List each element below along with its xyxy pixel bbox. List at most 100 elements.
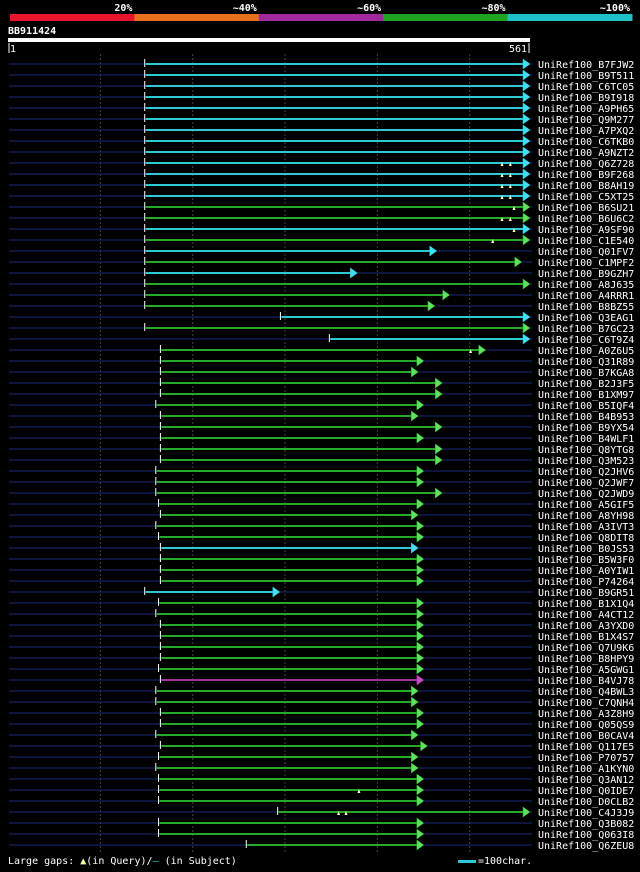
hit-row[interactable]: UniRef100_A3YXD0 [9, 619, 634, 632]
hit-label[interactable]: UniRef100_P70757 [538, 753, 634, 764]
hit-label[interactable]: UniRef100_C5XT25 [538, 192, 634, 203]
hit-row[interactable]: UniRef100_A4RRR1 [9, 289, 634, 302]
hit-row[interactable]: UniRef100_A5GIF5 [9, 498, 634, 511]
hit-row[interactable]: UniRef100_B7GC23 [9, 322, 634, 335]
hit-label[interactable]: UniRef100_A4CT12 [538, 610, 634, 621]
hit-label[interactable]: UniRef100_B9YX54 [538, 423, 634, 434]
hit-label[interactable]: UniRef100_B1XM97 [538, 390, 634, 401]
hit-row[interactable]: UniRef100_B0CAV4 [9, 729, 634, 742]
hit-label[interactable]: UniRef100_Q2JHV6 [538, 467, 634, 478]
hit-row[interactable]: UniRef100_A4CT12 [9, 608, 634, 621]
hit-label[interactable]: UniRef100_Q3AN12 [538, 775, 634, 786]
hit-label[interactable]: UniRef100_B9GR51 [538, 588, 634, 599]
hit-label[interactable]: UniRef100_Q4BWL3 [538, 687, 634, 698]
hit-row[interactable]: UniRef100_B5W3F0 [9, 553, 634, 566]
hit-label[interactable]: UniRef100_Q3M523 [538, 456, 634, 467]
hit-row[interactable]: UniRef100_B1X1Q4 [9, 597, 634, 610]
hit-label[interactable]: UniRef100_A5GWG1 [538, 665, 634, 676]
hit-label[interactable]: UniRef100_Q2JWF7 [538, 478, 634, 489]
hit-label[interactable]: UniRef100_B4B953 [538, 412, 634, 423]
hit-label[interactable]: UniRef100_D0CLB2 [538, 797, 634, 808]
hit-row[interactable]: UniRef100_B1XM97 [9, 388, 634, 401]
hit-label[interactable]: UniRef100_Q01FV7 [538, 247, 634, 258]
hit-row[interactable]: UniRef100_B9GZH7 [9, 267, 634, 280]
hit-row[interactable]: UniRef100_B9GR51 [9, 586, 634, 599]
hit-row[interactable]: UniRef100_A8YH98 [9, 509, 634, 522]
hit-label[interactable]: UniRef100_B7FJW2 [538, 60, 634, 71]
hit-label[interactable]: UniRef100_C6T9Z4 [538, 335, 634, 346]
hit-label[interactable]: UniRef100_A9PH65 [538, 104, 634, 115]
hit-row[interactable]: UniRef100_C6TKB0 [9, 135, 634, 148]
hit-label[interactable]: UniRef100_B1X1Q4 [538, 599, 634, 610]
hit-label[interactable]: UniRef100_P74264 [538, 577, 634, 588]
hit-row[interactable]: UniRef100_Q01FV7 [9, 245, 634, 258]
hit-label[interactable]: UniRef100_Q9M277 [538, 115, 634, 126]
hit-label[interactable]: UniRef100_A3YXD0 [538, 621, 634, 632]
hit-row[interactable]: UniRef100_B8AH19 [9, 179, 634, 192]
hit-label[interactable]: UniRef100_Q05QS9 [538, 720, 634, 731]
hit-row[interactable]: UniRef100_C7QNH4 [9, 696, 634, 709]
hit-row[interactable]: UniRef100_Q2JWF7 [9, 476, 634, 489]
hit-row[interactable]: UniRef100_B5IQF4 [9, 399, 634, 412]
hit-row[interactable]: UniRef100_Q6Z728 [9, 157, 634, 170]
hit-row[interactable]: UniRef100_A9NZT2 [9, 146, 634, 159]
hit-label[interactable]: UniRef100_A8J635 [538, 280, 634, 291]
hit-row[interactable]: UniRef100_C4J3J9 [9, 806, 634, 819]
hit-label[interactable]: UniRef100_B5W3F0 [538, 555, 634, 566]
hit-row[interactable]: UniRef100_C5XT25 [9, 190, 634, 203]
hit-label[interactable]: UniRef100_Q117E5 [538, 742, 634, 753]
hit-label[interactable]: UniRef100_C7QNH4 [538, 698, 634, 709]
hit-label[interactable]: UniRef100_B8AH19 [538, 181, 634, 192]
hit-row[interactable]: UniRef100_B9F268 [9, 168, 634, 181]
hit-label[interactable]: UniRef100_B8HPY9 [538, 654, 634, 665]
hit-row[interactable]: UniRef100_C6T9Z4 [9, 333, 634, 346]
hit-label[interactable]: UniRef100_Q8DIT8 [538, 533, 634, 544]
hit-row[interactable]: UniRef100_A1KYN0 [9, 762, 634, 775]
hit-label[interactable]: UniRef100_B8BZ55 [538, 302, 634, 313]
hit-label[interactable]: UniRef100_B2J3F5 [538, 379, 634, 390]
hit-row[interactable]: UniRef100_Q8YTG8 [9, 443, 634, 456]
hit-label[interactable]: UniRef100_Q0IDE7 [538, 786, 634, 797]
hit-label[interactable]: UniRef100_Q063I8 [538, 830, 634, 841]
hit-label[interactable]: UniRef100_B9F268 [538, 170, 634, 181]
hit-row[interactable]: UniRef100_Q3EAG1 [9, 311, 634, 324]
hit-row[interactable]: UniRef100_Q3AN12 [9, 773, 634, 786]
hit-row[interactable]: UniRef100_A9PH65 [9, 102, 634, 115]
hit-row[interactable]: UniRef100_B7KGA8 [9, 366, 634, 379]
hit-row[interactable]: UniRef100_Q8DIT8 [9, 531, 634, 544]
hit-row[interactable]: UniRef100_Q117E5 [9, 740, 634, 753]
hit-label[interactable]: UniRef100_B6U6C2 [538, 214, 634, 225]
hit-label[interactable]: UniRef100_Q6Z728 [538, 159, 634, 170]
hit-label[interactable]: UniRef100_B7KGA8 [538, 368, 634, 379]
hit-row[interactable]: UniRef100_B2J3F5 [9, 377, 634, 390]
hit-row[interactable]: UniRef100_C1MPF2 [9, 256, 634, 269]
hit-row[interactable]: UniRef100_Q2JHV6 [9, 465, 634, 478]
hit-label[interactable]: UniRef100_C1MPF2 [538, 258, 634, 269]
hit-row[interactable]: UniRef100_Q05QS9 [9, 718, 634, 731]
hit-label[interactable]: UniRef100_C6TC05 [538, 82, 634, 93]
hit-row[interactable]: UniRef100_B4WLF1 [9, 432, 634, 445]
hit-row[interactable]: UniRef100_A9SF90 [9, 223, 634, 236]
hit-row[interactable]: UniRef100_Q2JWD9 [9, 487, 634, 500]
hit-row[interactable]: UniRef100_B0JS53 [9, 542, 634, 555]
hit-label[interactable]: UniRef100_C4J3J9 [538, 808, 634, 819]
hit-label[interactable]: UniRef100_A7PXQ2 [538, 126, 634, 137]
hit-label[interactable]: UniRef100_B5IQF4 [538, 401, 634, 412]
hit-label[interactable]: UniRef100_B9I918 [538, 93, 634, 104]
hit-label[interactable]: UniRef100_B9T511 [538, 71, 634, 82]
hit-row[interactable]: UniRef100_A3Z8H9 [9, 707, 634, 720]
hit-row[interactable]: UniRef100_B1X4S7 [9, 630, 634, 643]
hit-row[interactable]: UniRef100_B4B953 [9, 410, 634, 423]
hit-label[interactable]: UniRef100_A3Z8H9 [538, 709, 634, 720]
hit-label[interactable]: UniRef100_A5GIF5 [538, 500, 634, 511]
hit-row[interactable]: UniRef100_B6U6C2 [9, 212, 634, 225]
hit-row[interactable]: UniRef100_P70757 [9, 751, 634, 764]
hit-row[interactable]: UniRef100_A3IVT3 [9, 520, 634, 533]
hit-label[interactable]: UniRef100_B0CAV4 [538, 731, 634, 742]
hit-row[interactable]: UniRef100_A7PXQ2 [9, 124, 634, 137]
hit-row[interactable]: UniRef100_Q9M277 [9, 113, 634, 126]
hit-label[interactable]: UniRef100_Q7U9K6 [538, 643, 634, 654]
hit-label[interactable]: UniRef100_A0YIW1 [538, 566, 634, 577]
hit-row[interactable]: UniRef100_B8HPY9 [9, 652, 634, 665]
hit-label[interactable]: UniRef100_B1X4S7 [538, 632, 634, 643]
